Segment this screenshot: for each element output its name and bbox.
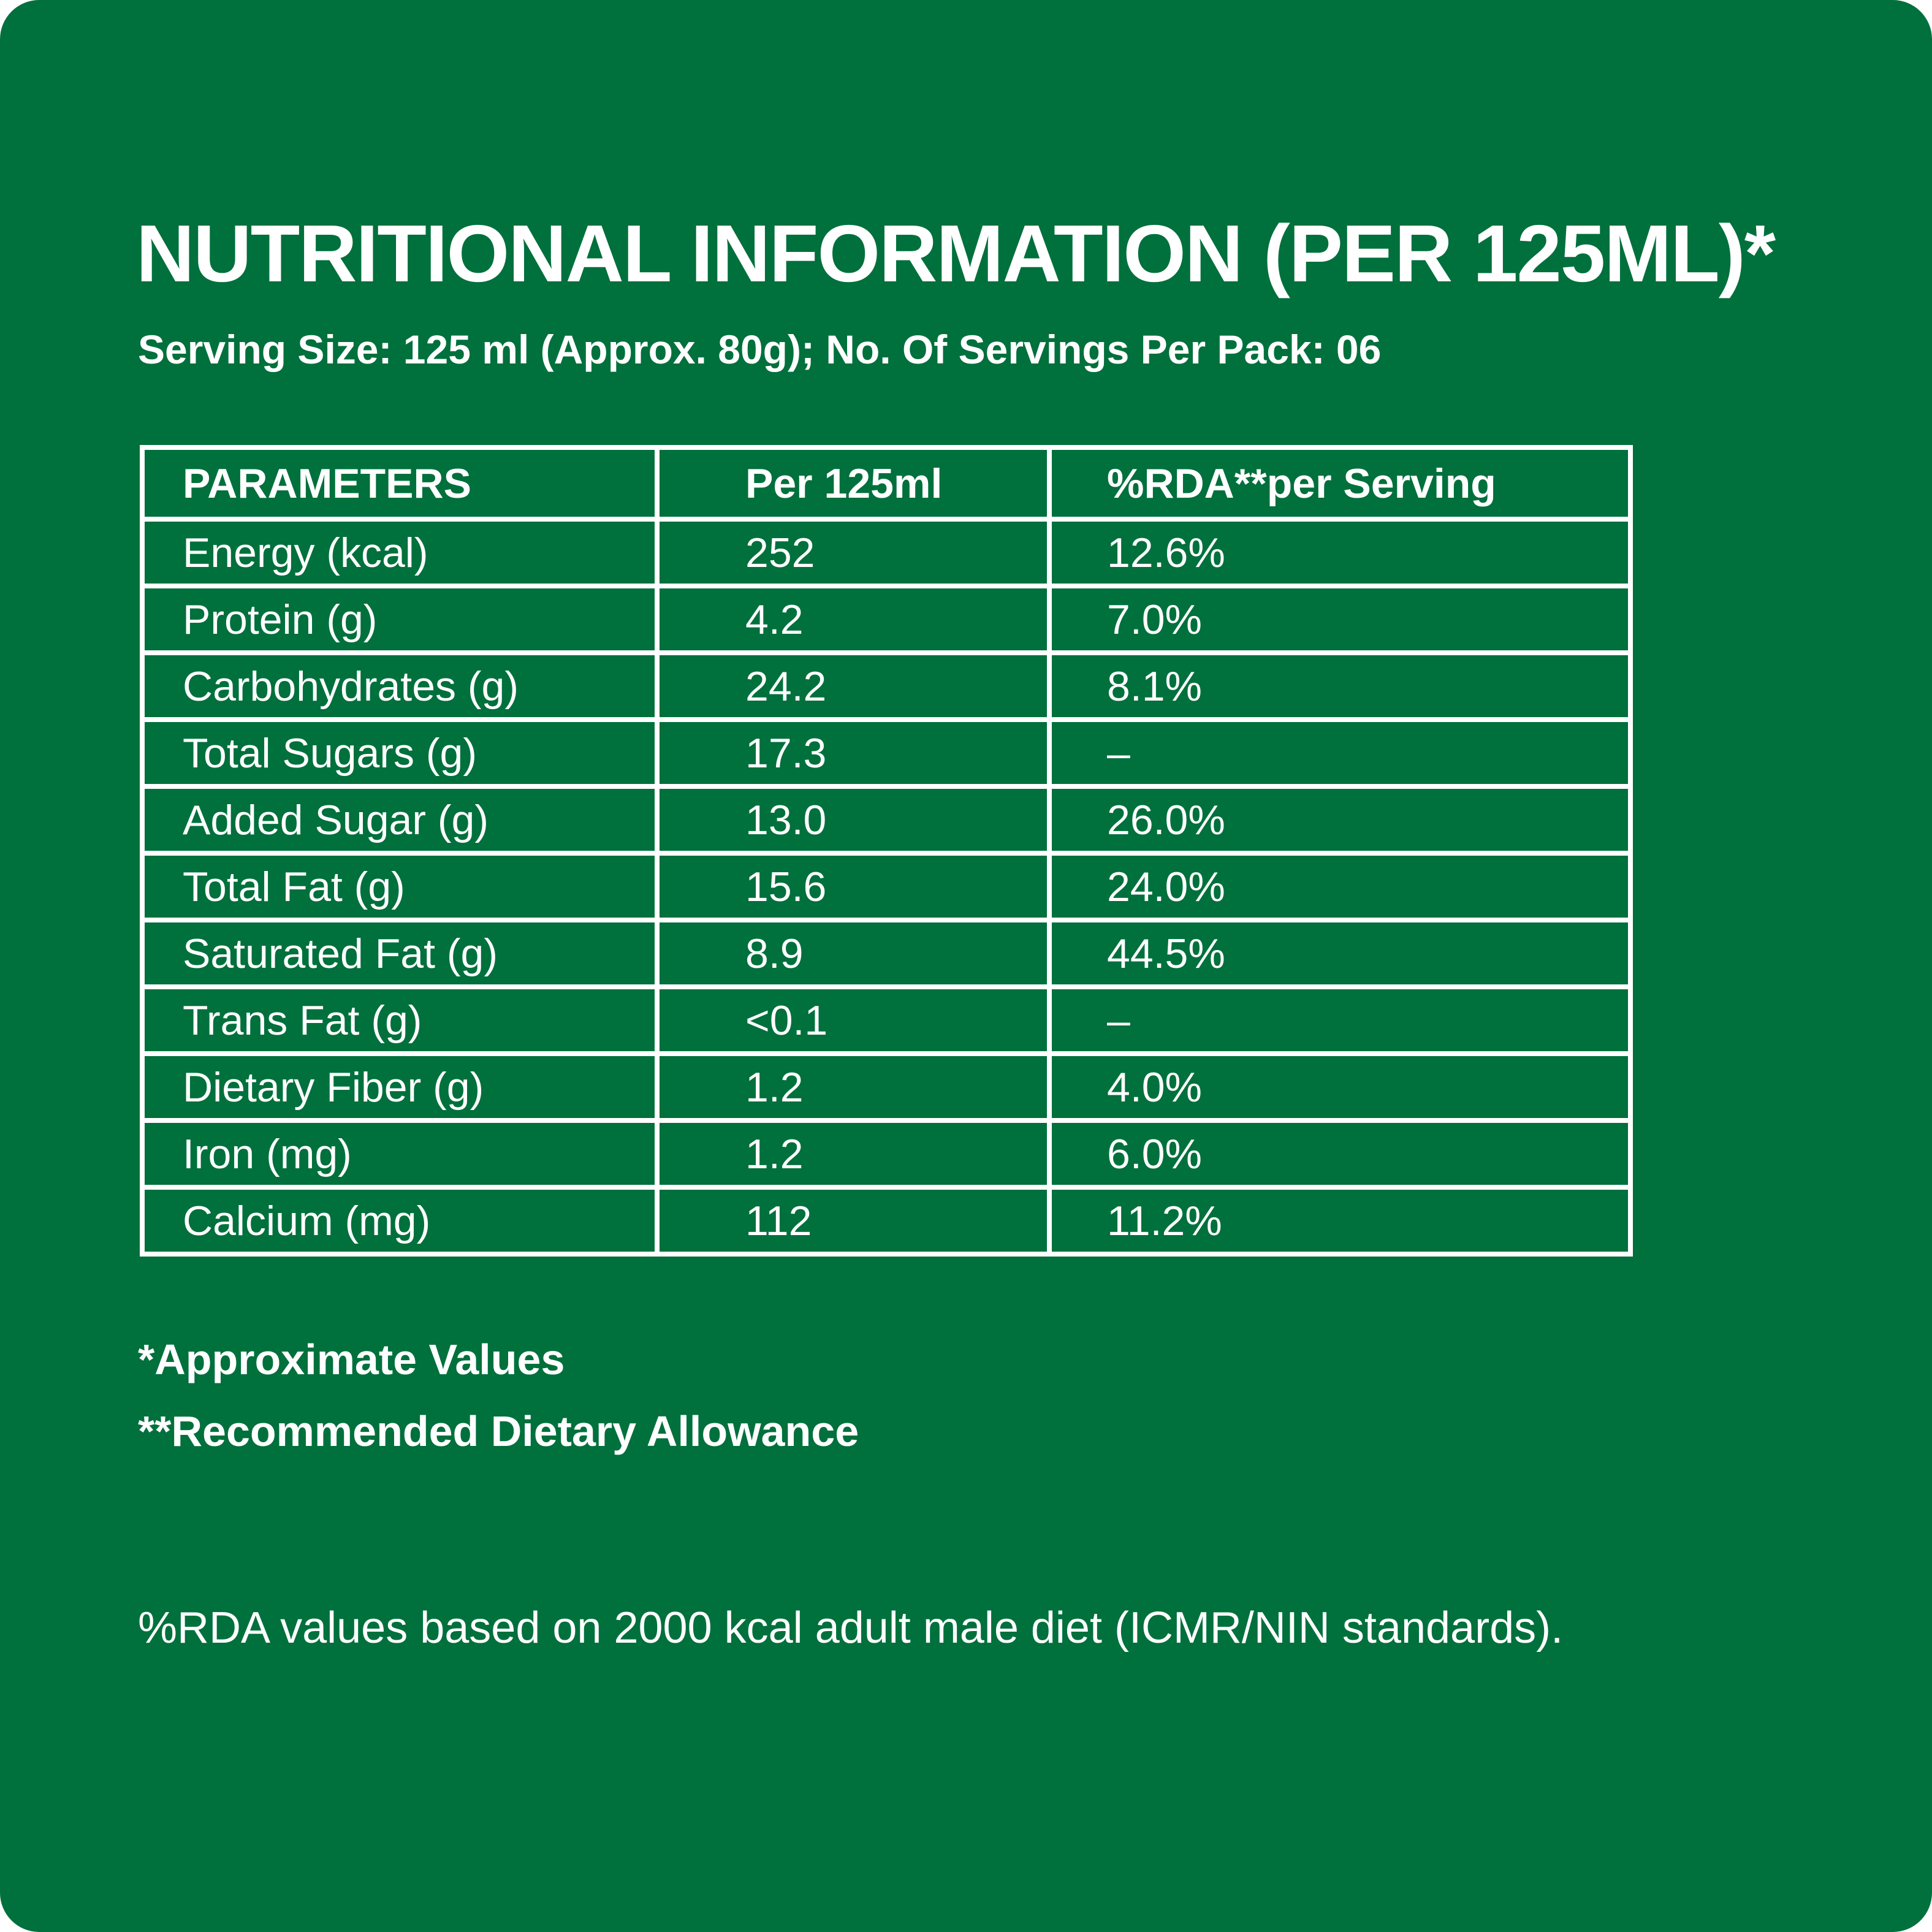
page-title: NUTRITIONAL INFORMATION (PER 125ML)*	[136, 208, 1776, 299]
amount-cell: 24.2	[655, 650, 1052, 722]
table-header-row: PARAMETERS Per 125ml %RDA**per Serving	[140, 445, 1633, 522]
parameter-cell: Total Sugars (g)	[140, 717, 660, 789]
table-row: Energy (kcal) 252 12.6%	[140, 517, 1633, 588]
parameter-cell: Dietary Fiber (g)	[140, 1051, 660, 1123]
table-row: Trans Fat (g) <0.1 –	[140, 984, 1633, 1056]
table-row: Carbohydrates (g) 24.2 8.1%	[140, 650, 1633, 722]
rda-cell: 26.0%	[1047, 784, 1633, 856]
parameter-cell: Total Fat (g)	[140, 851, 660, 922]
table-row: Saturated Fat (g) 8.9 44.5%	[140, 918, 1633, 989]
rda-cell: 12.6%	[1047, 517, 1633, 588]
rda-cell: 44.5%	[1047, 918, 1633, 989]
parameter-cell: Calcium (mg)	[140, 1185, 660, 1257]
serving-info: Serving Size: 125 ml (Approx. 80g); No. …	[138, 327, 1382, 372]
amount-cell: <0.1	[655, 984, 1052, 1056]
table-row: Iron (mg) 1.2 6.0%	[140, 1118, 1633, 1190]
rda-basis-note: %RDA values based on 2000 kcal adult mal…	[138, 1603, 1564, 1652]
table-row: Total Sugars (g) 17.3 –	[140, 717, 1633, 789]
rda-cell: 4.0%	[1047, 1051, 1633, 1123]
parameter-cell: Protein (g)	[140, 584, 660, 655]
amount-cell: 1.2	[655, 1118, 1052, 1190]
amount-cell: 4.2	[655, 584, 1052, 655]
parameter-cell: Iron (mg)	[140, 1118, 660, 1190]
rda-cell: 7.0%	[1047, 584, 1633, 655]
amount-cell: 252	[655, 517, 1052, 588]
table-row: Total Fat (g) 15.6 24.0%	[140, 851, 1633, 922]
rda-cell: 11.2%	[1047, 1185, 1633, 1257]
amount-cell: 13.0	[655, 784, 1052, 856]
table-row: Added Sugar (g) 13.0 26.0%	[140, 784, 1633, 856]
nutrition-table: PARAMETERS Per 125ml %RDA**per Serving E…	[140, 445, 1633, 1257]
parameter-cell: Trans Fat (g)	[140, 984, 660, 1056]
amount-cell: 15.6	[655, 851, 1052, 922]
amount-cell: 1.2	[655, 1051, 1052, 1123]
table-row: Protein (g) 4.2 7.0%	[140, 584, 1633, 655]
table-row: Dietary Fiber (g) 1.2 4.0%	[140, 1051, 1633, 1123]
amount-cell: 8.9	[655, 918, 1052, 989]
column-header-per-125ml: Per 125ml	[655, 445, 1052, 522]
parameter-cell: Added Sugar (g)	[140, 784, 660, 856]
rda-cell: –	[1047, 984, 1633, 1056]
footnote-approximate: *Approximate Values	[138, 1336, 565, 1383]
rda-cell: –	[1047, 717, 1633, 789]
parameter-cell: Carbohydrates (g)	[140, 650, 660, 722]
table-row: Calcium (mg) 112 11.2%	[140, 1185, 1633, 1257]
rda-cell: 8.1%	[1047, 650, 1633, 722]
rda-cell: 24.0%	[1047, 851, 1633, 922]
column-header-rda: %RDA**per Serving	[1047, 445, 1633, 522]
column-header-parameters: PARAMETERS	[140, 445, 660, 522]
footnote-rda: **Recommended Dietary Allowance	[138, 1407, 859, 1455]
amount-cell: 17.3	[655, 717, 1052, 789]
parameter-cell: Energy (kcal)	[140, 517, 660, 588]
amount-cell: 112	[655, 1185, 1052, 1257]
rda-cell: 6.0%	[1047, 1118, 1633, 1190]
parameter-cell: Saturated Fat (g)	[140, 918, 660, 989]
